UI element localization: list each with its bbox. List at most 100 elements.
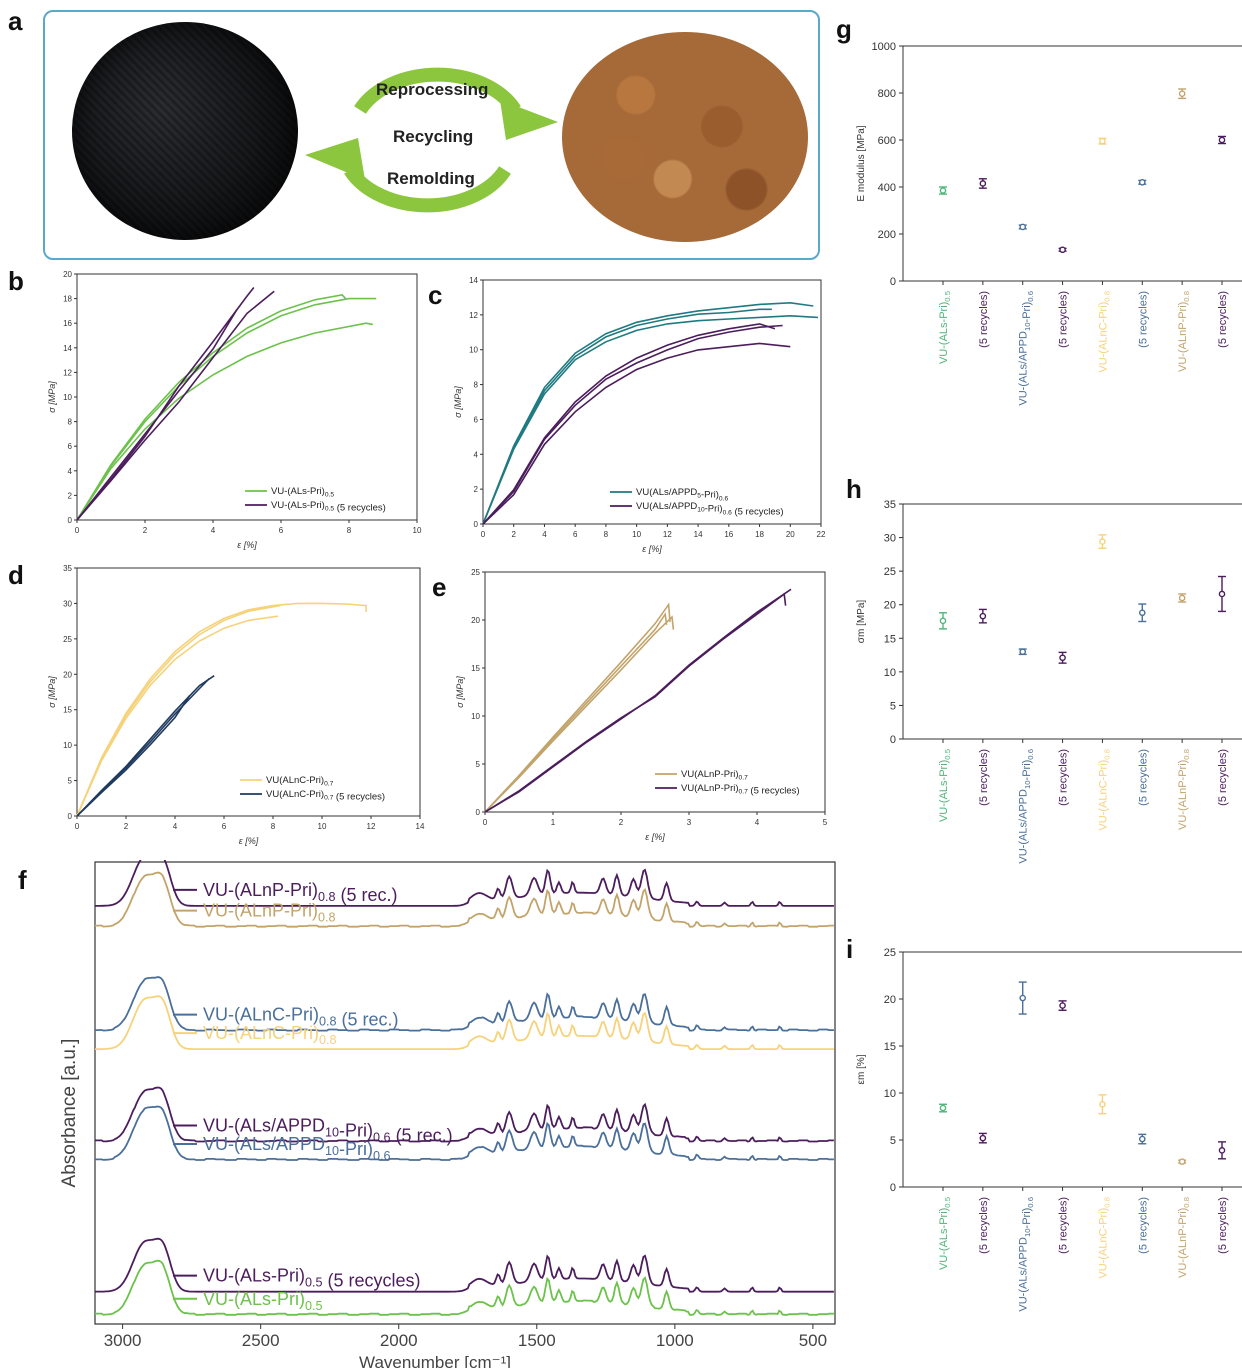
category-label: VU-(ALnC-Pri)0.8	[1097, 291, 1111, 373]
y-tick-label: 20	[884, 600, 896, 612]
series-line-1	[76, 294, 347, 521]
category-label: VU-(ALnP-Pri)0.8	[1177, 749, 1191, 830]
series-line-5	[76, 677, 210, 817]
category-label: (5 recycles)	[1058, 291, 1070, 348]
x-tick-label: 16	[724, 530, 733, 539]
y-tick-label: 35	[63, 564, 72, 573]
series-line-5	[482, 323, 776, 525]
y-tick-label: 5	[890, 700, 896, 712]
y-tick-label: 25	[471, 568, 480, 577]
trace-label: VU-(ALs/APPD10-Pri)0.6	[203, 1134, 391, 1163]
legend-label: VU(ALs/APPD10-Pri)0.6 (5 recycles)	[636, 501, 784, 517]
data-point	[1138, 178, 1146, 186]
y-tick-label: 0	[68, 516, 73, 525]
trace-label: VU-(ALnC-Pri)0.8 (5 rec.)	[203, 1005, 399, 1030]
category-label: VU-(ALnP-Pri)0.8	[1177, 291, 1191, 372]
y-tick-label: 600	[878, 135, 896, 147]
category-label: VU-(ALnP-Pri)0.8	[1177, 1197, 1191, 1278]
x-tick-label: 2	[143, 526, 148, 535]
x-tick-label: 4	[173, 822, 178, 831]
data-point	[1218, 1147, 1226, 1154]
y-tick-label: 10	[884, 667, 896, 679]
series-line-4	[482, 342, 791, 525]
plot-frame	[76, 567, 421, 817]
y-tick-label: 0	[68, 812, 73, 821]
panel-letter-b: b	[8, 266, 24, 296]
x-tick-label: 4	[211, 526, 216, 535]
panel-letter-d: d	[8, 560, 24, 590]
data-point	[979, 1134, 987, 1142]
y-tick-label: 15	[63, 706, 72, 715]
y-tick-label: 6	[474, 415, 479, 424]
legend-label: VU-(ALs-Pri)0.5	[271, 486, 334, 499]
y-axis-label: σm [MPa]	[856, 600, 867, 644]
recycling-arrows-icon	[305, 67, 558, 213]
x-tick-label: 2	[512, 530, 517, 539]
y-tick-label: 5	[68, 777, 73, 786]
data-point	[979, 180, 987, 187]
x-tick-label: 2000	[380, 1331, 418, 1350]
data-point	[939, 187, 947, 194]
y-tick-label: 0	[890, 276, 896, 288]
y-tick-label: 14	[63, 344, 72, 353]
x-tick-label: 20	[786, 530, 795, 539]
y-tick-label: 20	[63, 670, 72, 679]
x-tick-label: 0	[75, 526, 80, 535]
series-line-5	[76, 309, 238, 521]
y-tick-label: 1000	[872, 41, 896, 53]
data-point	[1059, 654, 1066, 662]
y-tick-label: 400	[878, 182, 896, 194]
trace-label: VU-(ALnP-Pri)0.8	[203, 901, 336, 925]
spectrum-trace-6	[94, 1237, 834, 1293]
data-point	[1218, 136, 1226, 144]
data-point	[979, 612, 987, 620]
trace-label: VU-(ALs-Pri)0.5 (5 recycles)	[203, 1266, 421, 1291]
recycling-label: Recycling	[393, 127, 474, 146]
spectrum-trace-1	[95, 871, 834, 928]
x-tick-label: 500	[799, 1331, 827, 1350]
series-line-0	[484, 602, 671, 813]
data-point	[1138, 1135, 1146, 1143]
x-tick-label: 18	[755, 530, 764, 539]
spectrum-trace-0	[95, 860, 834, 907]
series-line-1	[482, 314, 818, 525]
series-line-2	[76, 297, 377, 521]
y-axis-label: σ [MPa]	[47, 381, 57, 413]
category-label: (5 recycles)	[1137, 1197, 1149, 1254]
data-point	[1178, 1158, 1186, 1165]
data-point	[1059, 1002, 1066, 1009]
x-tick-label: 6	[573, 530, 578, 539]
y-tick-label: 10	[63, 741, 72, 750]
y-tick-label: 15	[884, 633, 896, 645]
y-axis-label: σ [MPa]	[455, 676, 465, 708]
spectrum-trace-2	[95, 976, 834, 1032]
category-label: (5 recycles)	[1137, 291, 1149, 348]
x-tick-label: 22	[817, 530, 826, 539]
y-tick-label: 25	[884, 566, 896, 578]
plot-frame	[484, 571, 826, 813]
spectrum-trace-5	[95, 1105, 834, 1162]
x-tick-label: 6	[222, 822, 227, 831]
x-tick-label: 0	[481, 530, 486, 539]
x-axis-label: ε [%]	[642, 544, 662, 554]
chart-f-ftir-spectra: 3000 2500 2000 1500 1000 500 Wavenumber [cm⁻¹]…	[59, 860, 836, 1368]
x-tick-label: 14	[416, 822, 425, 831]
series-line-4	[76, 695, 191, 817]
legend-label: VU(ALnP-Pri)0.7 (5 recycles)	[681, 783, 800, 797]
category-label: (5 recycles)	[978, 291, 990, 348]
x-tick-label: 6	[279, 526, 284, 535]
y-tick-label: 10	[471, 712, 480, 721]
legend-label: VU-(ALs-Pri)0.5 (5 recycles)	[271, 500, 386, 514]
y-axis-label: Absorbance [a.u.]	[59, 1039, 80, 1188]
y-tick-label: 2	[474, 485, 479, 494]
category-label: VU-(ALs-Pri)0.5	[938, 1197, 952, 1270]
x-tick-label: 12	[367, 822, 376, 831]
category-label: (5 recycles)	[1058, 1197, 1070, 1254]
x-tick-label: 3	[687, 818, 692, 827]
legend-label: VU(ALnP-Pri)0.7	[681, 769, 748, 782]
series-line-2	[76, 604, 281, 817]
legend-label: VU(ALs/APPD5-Pri)0.6	[636, 487, 728, 502]
x-tick-label: 1	[551, 818, 556, 827]
y-tick-label: 12	[469, 311, 478, 320]
y-tick-label: 20	[471, 616, 480, 625]
